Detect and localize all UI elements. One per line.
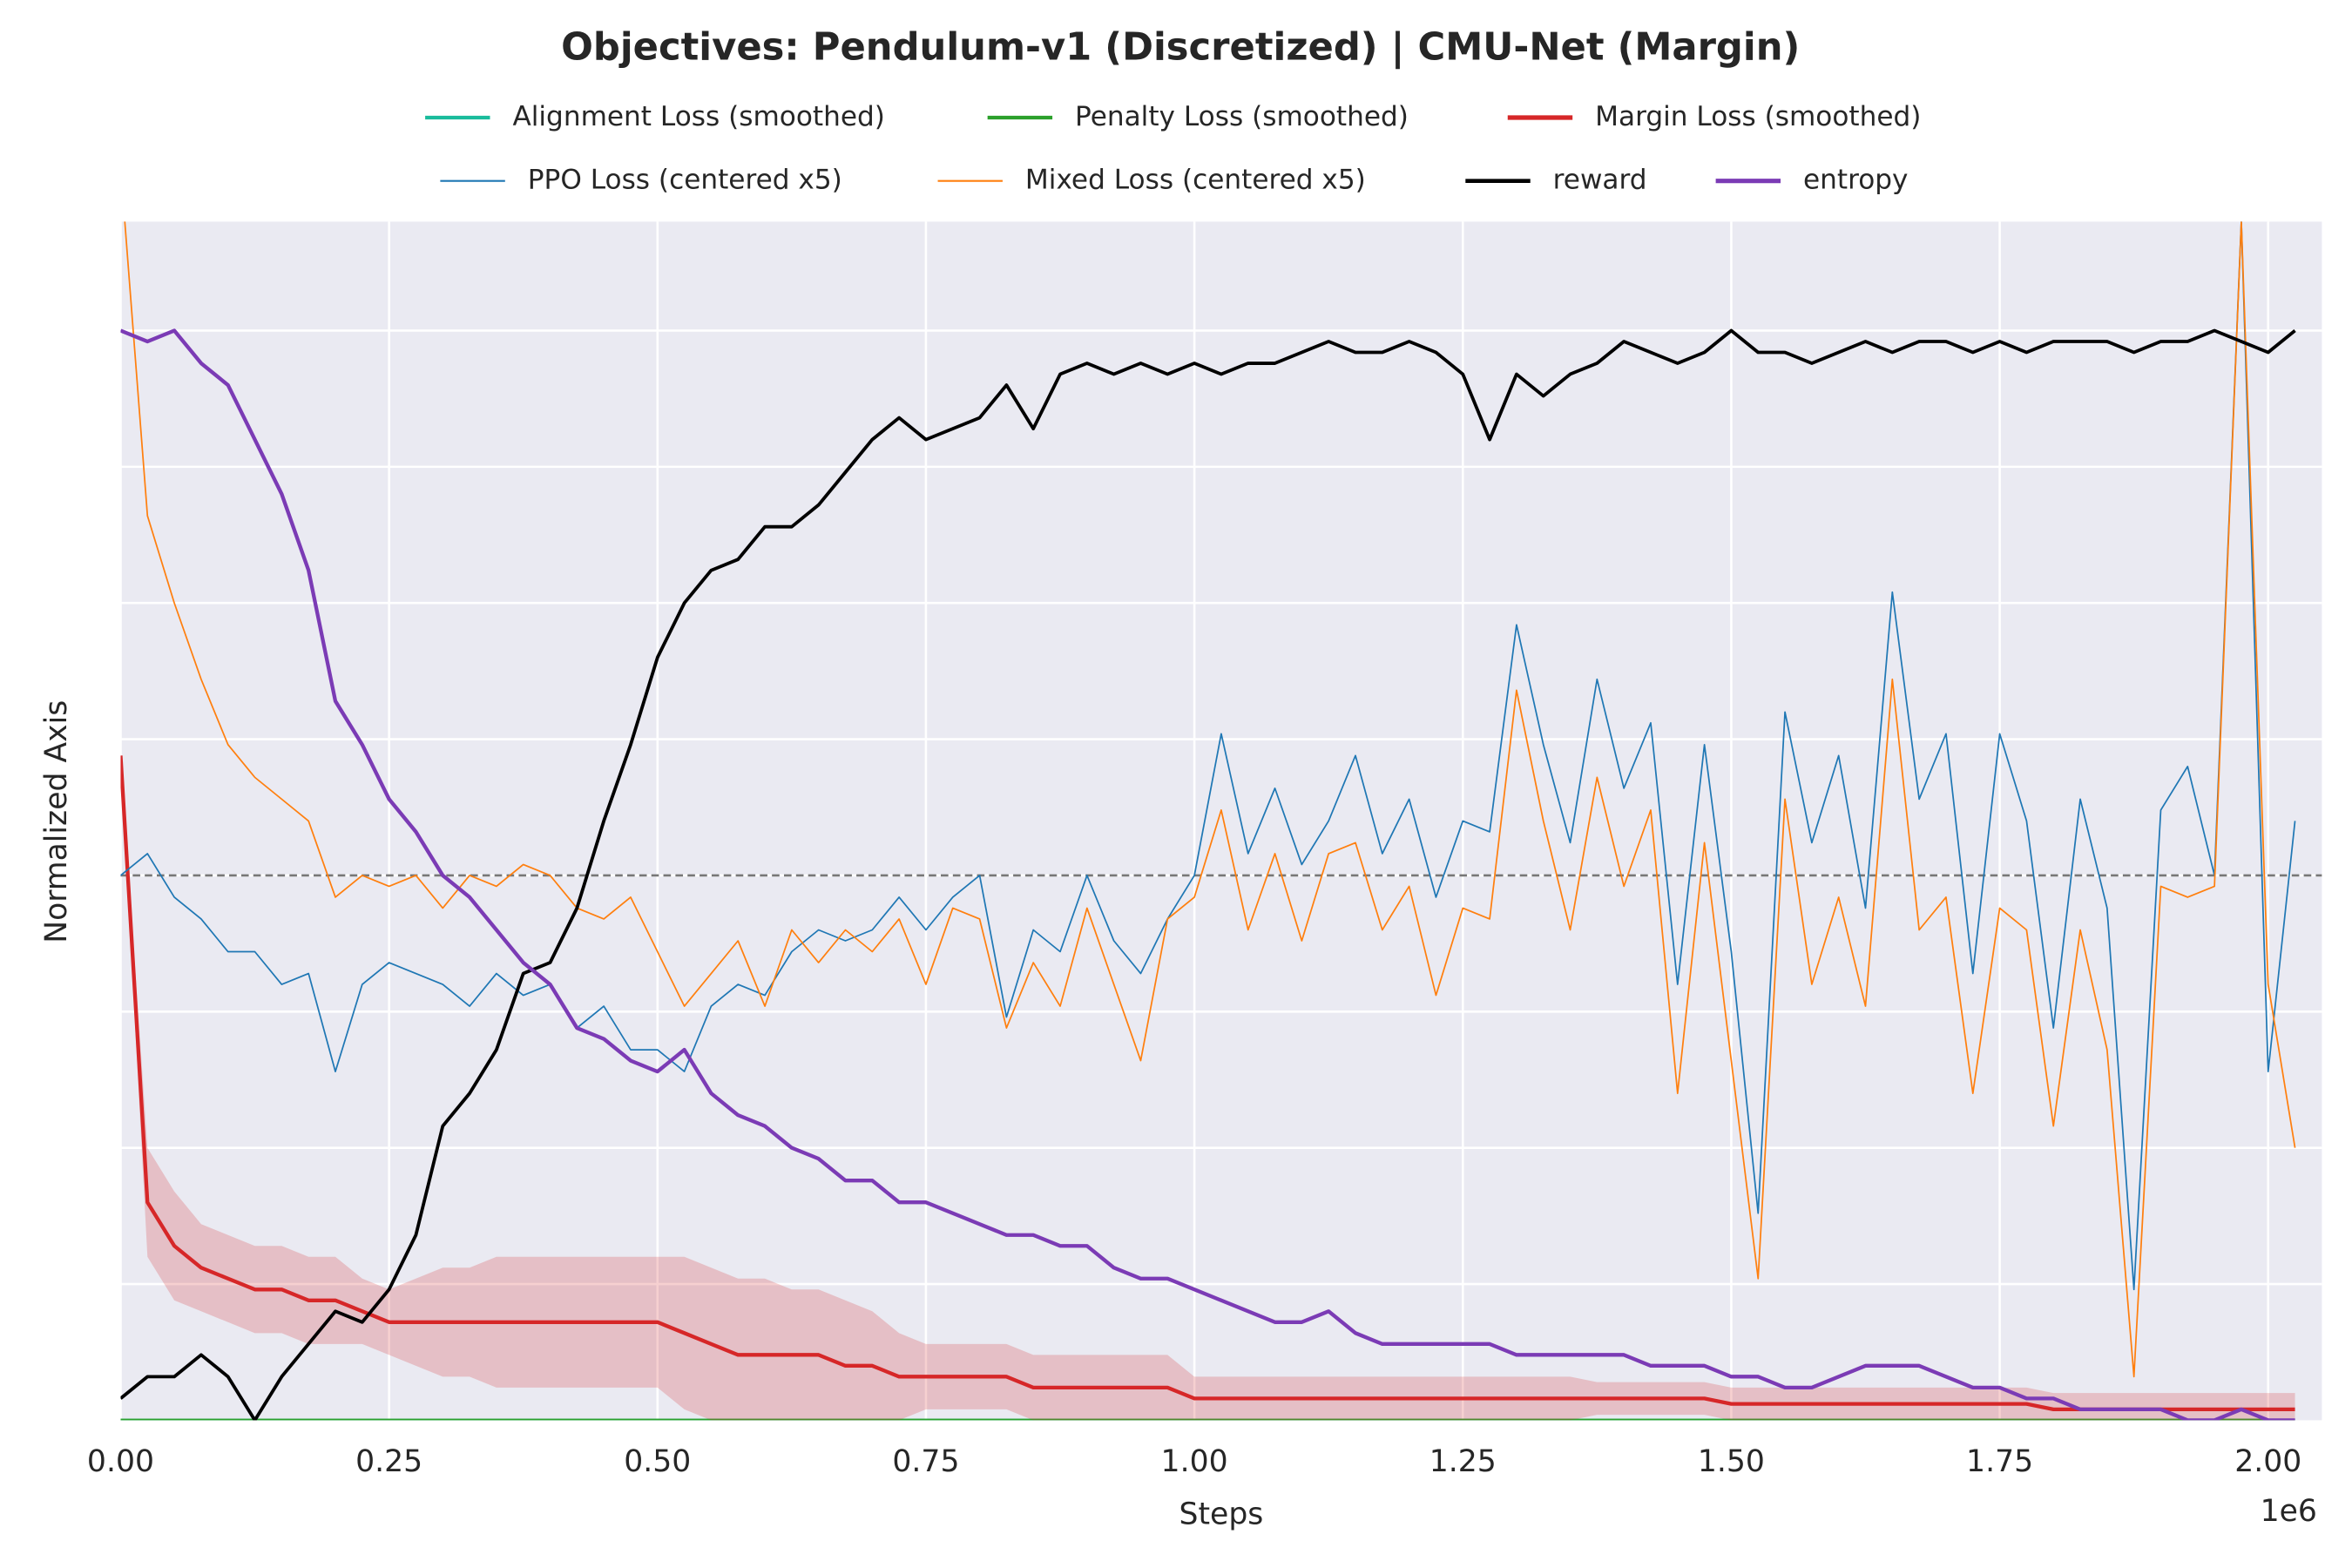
x-tick-label: 1.00 [1161,1444,1228,1479]
legend-label: entropy [1803,165,1908,196]
x-tick-label: 0.00 [87,1444,154,1479]
legend-label: Alignment Loss (smoothed) [512,101,884,132]
x-tick-label: 0.25 [355,1444,422,1479]
x-offset-label: 1e6 [2261,1494,2317,1529]
legend-label: Mixed Loss (centered x5) [1025,165,1366,196]
legend-label: PPO Loss (centered x5) [528,165,842,196]
x-tick-label: 2.00 [2234,1444,2301,1479]
legend: Alignment Loss (smoothed) Penalty Loss (s… [425,101,1921,196]
legend-label: reward [1553,165,1647,196]
legend-label: Margin Loss (smoothed) [1595,101,1921,132]
series-line [120,755,2295,1412]
x-tick-label: 1.50 [1698,1444,1765,1479]
y-axis-label: Normalized Axis [39,700,74,943]
series-line [120,328,2296,1421]
x-tick-label: 1.75 [1966,1444,2033,1479]
plot-area [120,221,2322,1421]
chart-title: Objectives: Pendulum-v1 (Discretized) | … [561,26,1800,70]
series-line [124,221,2296,1378]
legend-label: Penalty Loss (smoothed) [1075,101,1409,132]
grid: 0.00 0.25 0.50 0.75 1.00 1.25 1.50 1.75 2.00 [87,221,2322,1479]
series-line [120,328,2295,1421]
series-line [120,221,2296,1291]
x-axis-label: Steps [1179,1497,1264,1531]
x-tick-label: 0.75 [892,1444,959,1479]
x-tick-label: 1.25 [1429,1444,1497,1479]
x-tick-label: 0.50 [624,1444,691,1479]
plot-lines [120,221,2296,1421]
